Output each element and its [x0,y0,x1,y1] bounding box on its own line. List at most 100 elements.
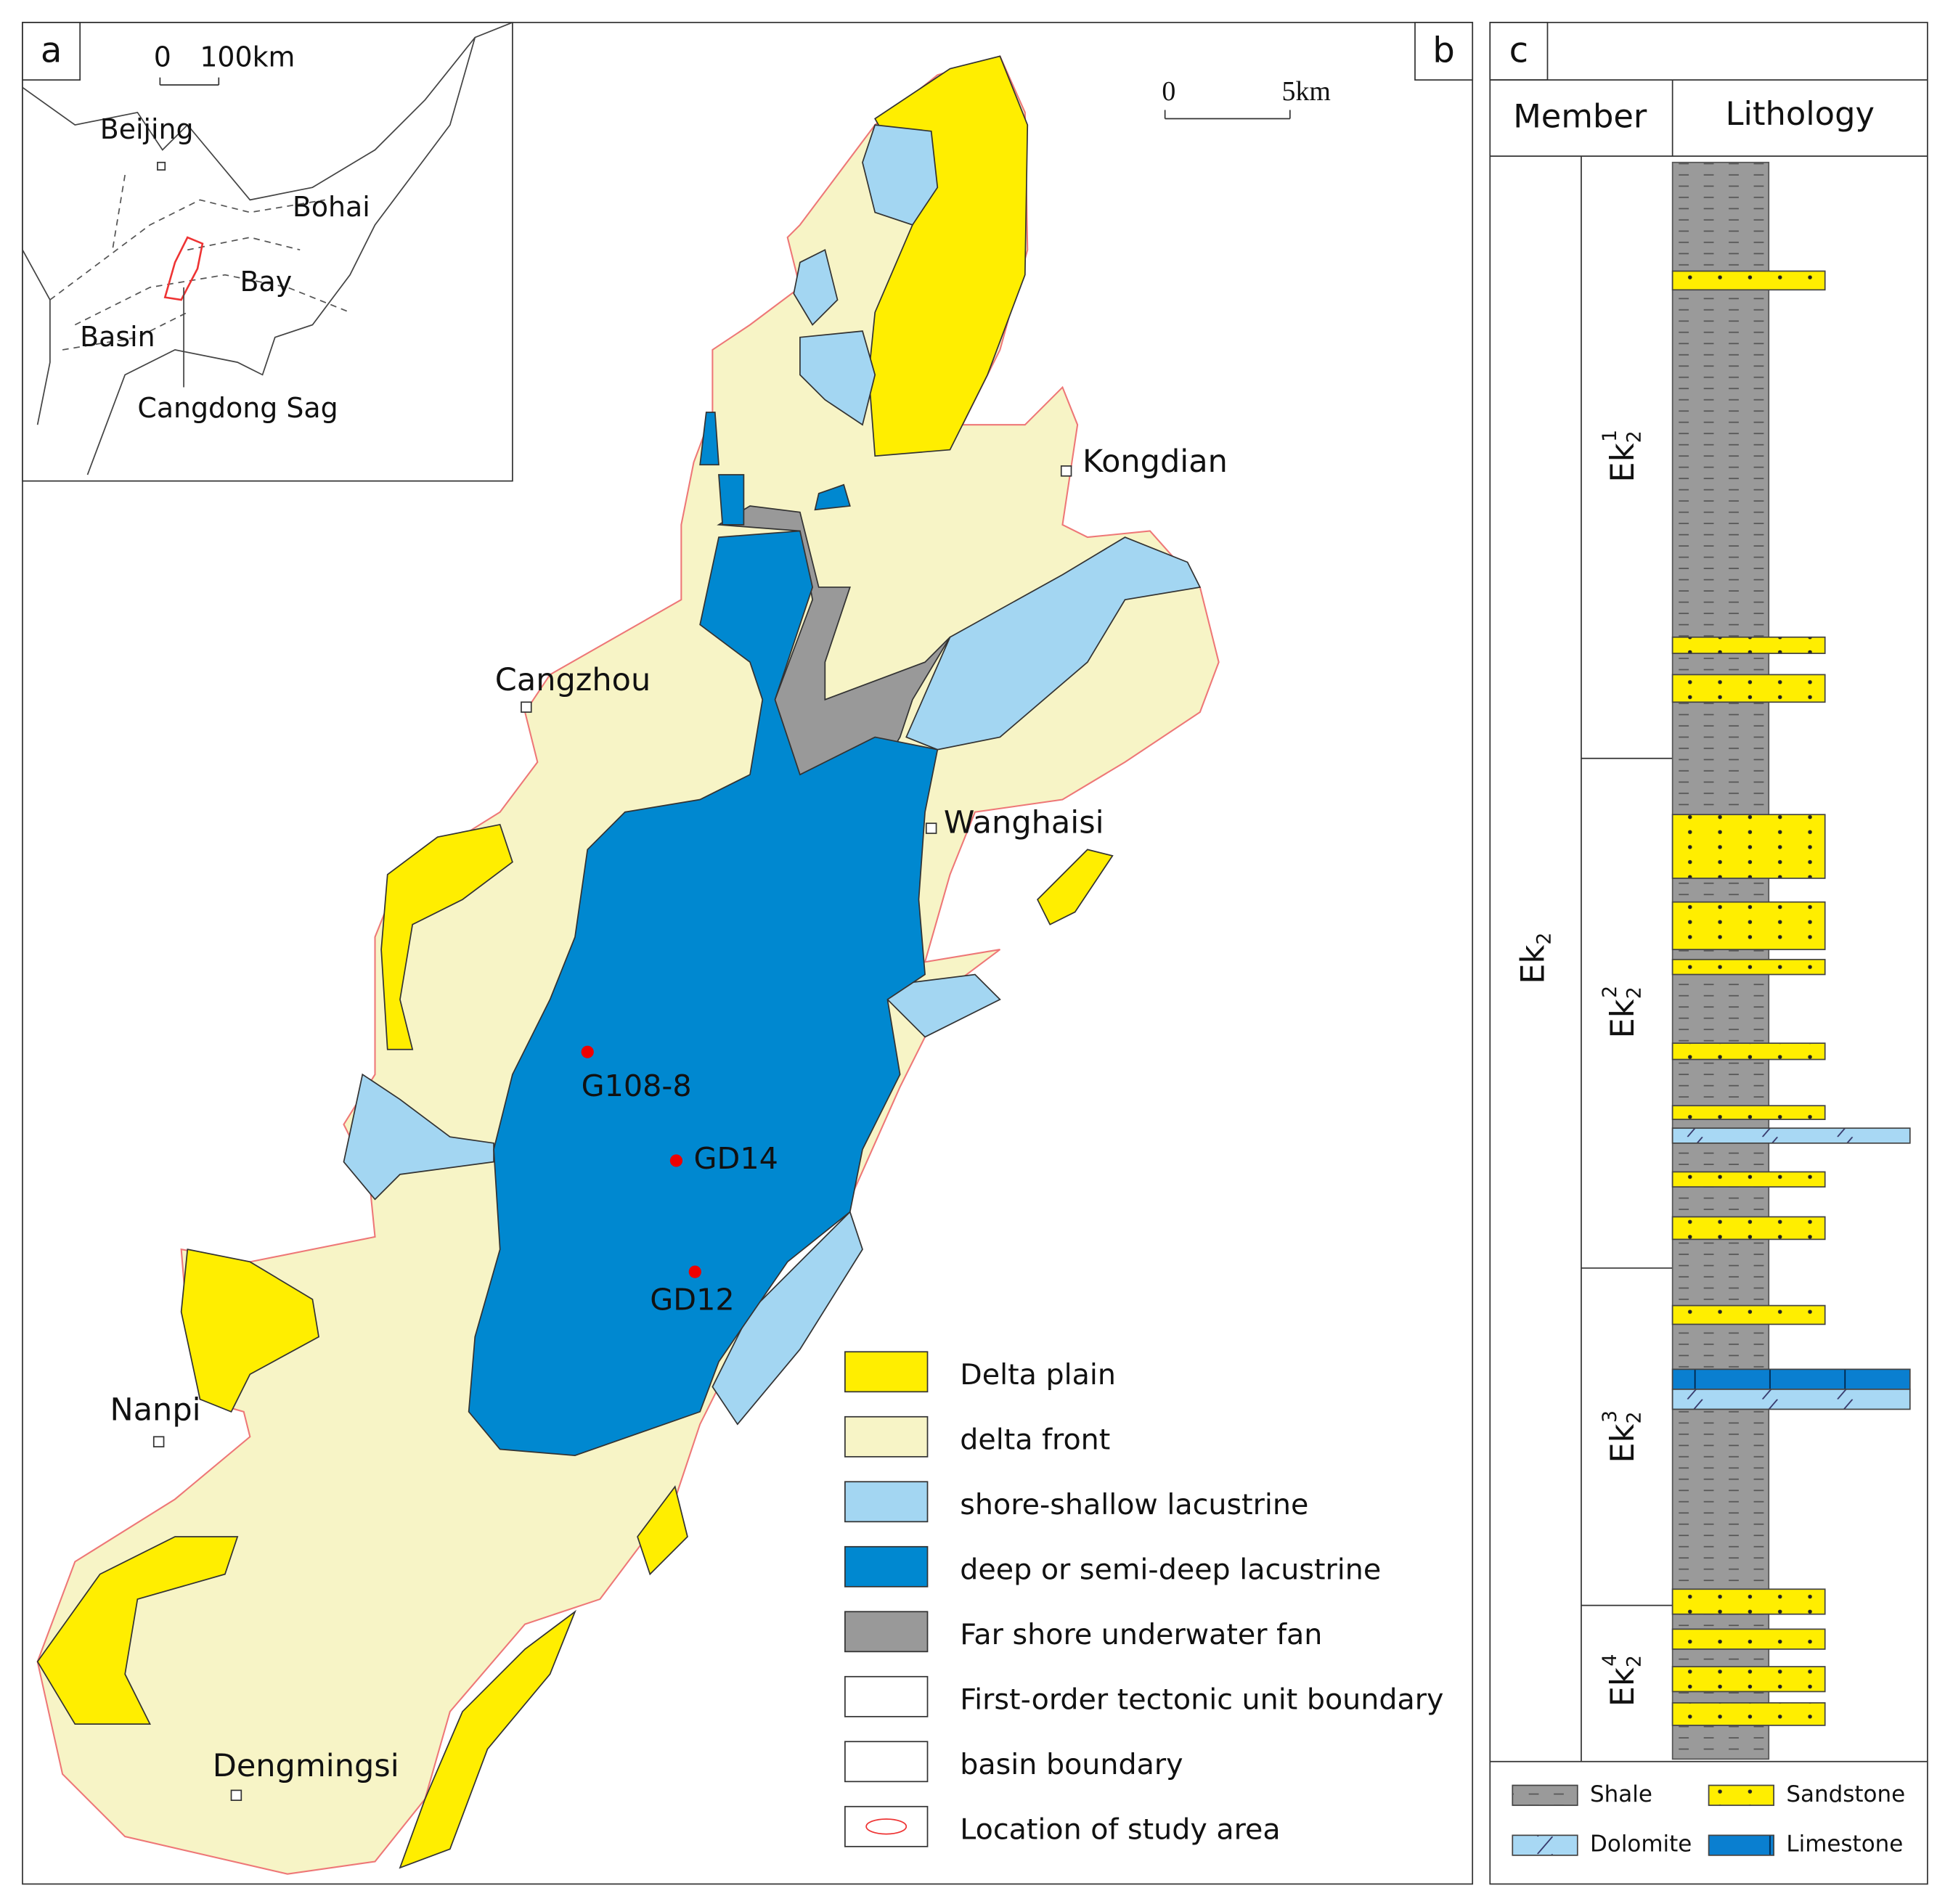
lithology-layer [1671,1368,1911,1390]
legend-swatch [844,1675,929,1717]
town-label: Kongdian [1082,444,1228,480]
lithology-layer [1671,1171,1826,1188]
town-marker [152,1436,165,1447]
member-label: Ek21 [1599,430,1646,483]
place: Bohai [293,191,370,223]
member-base: Ek [1513,944,1551,984]
lithology-layer [1671,1588,1826,1615]
member-sup: 1 [1599,430,1621,442]
lithology-layer [1671,1666,1826,1693]
well-label: G108-8 [582,1069,692,1103]
shore-shallow [343,124,1202,1426]
legend-label: deep or semi-deep lacustrine [960,1553,1381,1587]
member-label: Ek2 [1513,932,1555,984]
lithology-layer [1671,270,1826,291]
lithology-legend-label: Sandstone [1786,1781,1905,1807]
legend-swatch [844,1351,929,1393]
member-sup: 3 [1599,1410,1621,1423]
town-label: Dengmingsi [213,1748,399,1784]
lithology-legend-label: Limestone [1786,1831,1903,1858]
town-label: Wanghaisi [944,804,1104,841]
lithology-swatch [1708,1784,1774,1806]
panel-c: c Member Lithology Ek2Ek21Ek22Ek23Ek24Sh… [1489,22,1928,1885]
lithology-swatch [1708,1834,1774,1856]
column-header: Member [1513,97,1647,136]
lithology-layer [1671,1304,1826,1325]
place: Beijing [100,113,194,145]
legend-swatch [844,1415,929,1458]
delta-plain [36,55,1114,1869]
legend-label: First-order tectonic unit boundary [960,1683,1443,1717]
lithology-layer [1671,674,1826,703]
place: Bay [240,266,293,298]
legend-label: shore-shallow lacustrine [960,1488,1308,1521]
town-marker [521,701,532,713]
lithology-layer [1671,1628,1826,1650]
lithology-layer [1671,901,1826,950]
member-sup: 4 [1599,1654,1621,1667]
lithology-legend-label: Dolomite [1590,1831,1692,1858]
member-label: Ek22 [1599,986,1646,1039]
town-marker [1060,465,1072,477]
well [581,1045,594,1058]
member-base: Ek [1603,1423,1642,1463]
well-label: GD14 [694,1141,778,1176]
lithology-layer [1671,636,1826,655]
well [688,1265,701,1278]
panel-label-box [1414,22,1474,81]
panel-label: c [1509,30,1529,70]
member-base: Ek [1603,999,1642,1038]
deep-lacustrine [468,412,939,1456]
lithology-layer [1671,1042,1826,1061]
towns: Kongdian Cangzhou Wanghaisi Nanpi Dengmingsi [110,444,1228,1802]
legend: Delta plain delta front shore-shallow lacu… [844,1351,1443,1847]
panel-a: 0 100km Beijing Bohai Bay Basin Cangdong… [22,22,513,482]
well-label: GD12 [650,1282,734,1317]
panel-b: 0 5km b Kongdian Cangzhou Wanghaisi Nanpi De… [22,22,1474,1885]
lithology-layer [1671,814,1826,879]
legend-swatch [844,1545,929,1588]
member-sub: 2 [1533,932,1555,944]
town-marker [230,1789,242,1802]
legend-swatch [844,1805,929,1847]
legend-label: basin boundary [960,1748,1183,1781]
town-label: Cangzhou [495,662,651,698]
member-base: Ek [1603,443,1642,482]
lithology-swatch [1512,1784,1578,1806]
member-sub: 2 [1623,1655,1645,1667]
member-label: Ek23 [1599,1410,1646,1463]
legend-label: Far shore underwater fan [960,1618,1322,1651]
lithology-layer [1671,958,1826,976]
panel-label: b [1432,30,1455,70]
lithology-layer [1671,1216,1826,1241]
inset-scale-zero: 0 [154,41,171,73]
lithology-swatch [1512,1834,1578,1856]
member-sub: 2 [1623,986,1645,999]
lithology-legend-label: Shale [1590,1781,1652,1807]
lithology-layer [1671,1105,1826,1120]
legend-swatch [844,1741,929,1783]
legend-swatch [844,1611,929,1653]
legend-label: Location of study area [960,1813,1280,1847]
scale-zero: 0 [1162,76,1175,107]
wells: G108-8 GD14 GD12 [581,1045,778,1317]
member-label: Ek24 [1599,1654,1646,1707]
panel-label-box [22,22,81,81]
member-sub: 2 [1623,430,1645,443]
column-header: Lithology [1726,94,1875,133]
place: Cangdong Sag [137,392,338,424]
well [669,1154,683,1167]
place: Basin [80,321,155,353]
inset-scale-label: 100km [200,41,295,73]
lithology-layer [1671,1127,1911,1144]
town-marker [925,822,937,834]
legend-symbol [865,1818,908,1835]
member-sup: 2 [1599,986,1621,998]
legend-swatch [844,1481,929,1523]
panel-label: a [41,30,62,70]
member-sub: 2 [1623,1411,1645,1423]
town-label: Nanpi [110,1392,201,1428]
scale-label: 5km [1282,76,1331,107]
lithology-layer [1671,1389,1911,1410]
